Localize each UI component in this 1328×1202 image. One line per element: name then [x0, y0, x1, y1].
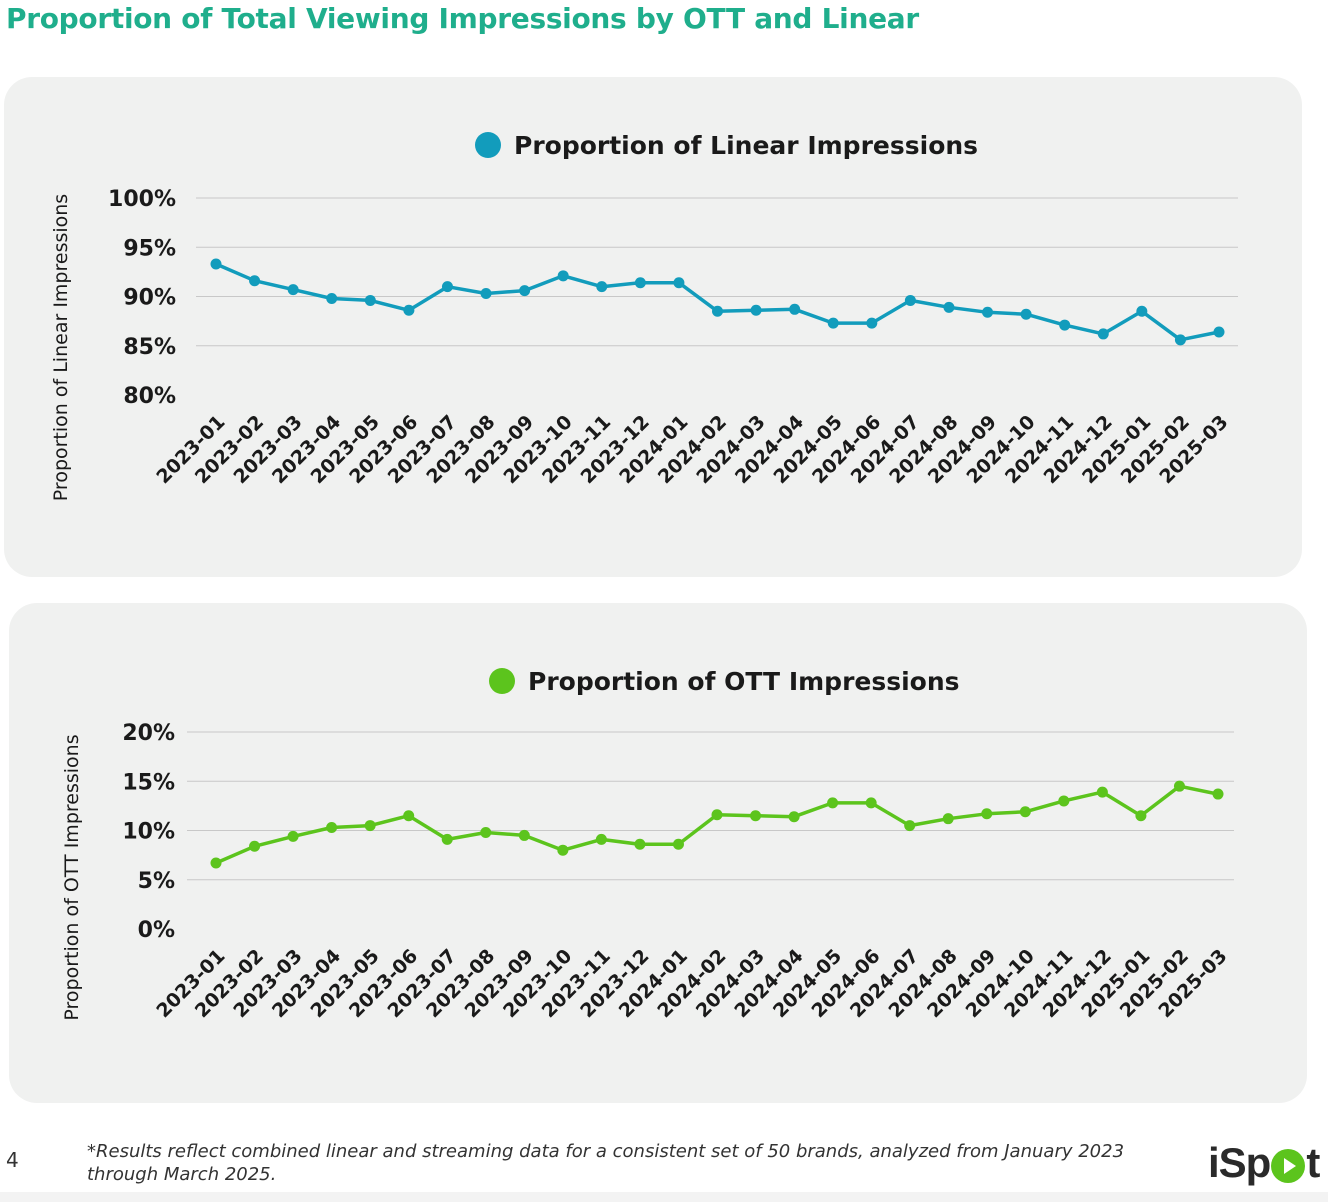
data-point: [1058, 795, 1070, 807]
y-tick-label: 15%: [122, 770, 175, 795]
linear-chart-panel: Proportion of Linear Impressions Proporti…: [4, 77, 1302, 577]
legend-marker: [489, 668, 515, 694]
data-point: [943, 301, 955, 313]
ott-chart-panel: Proportion of OTT Impressions Proportion …: [9, 603, 1307, 1103]
y-tick-label: 90%: [123, 286, 176, 311]
y-axis-title: Proportion of OTT Impressions: [61, 734, 83, 1020]
data-point: [1212, 788, 1224, 800]
data-point: [1059, 319, 1071, 331]
data-point: [441, 833, 453, 845]
page-title: Proportion of Total Viewing Impressions …: [6, 2, 919, 35]
data-point: [982, 306, 994, 318]
data-point: [364, 820, 376, 832]
y-tick-label: 85%: [123, 335, 176, 360]
legend-label: Proportion of Linear Impressions: [514, 131, 978, 160]
data-point: [595, 833, 607, 845]
data-point: [673, 277, 685, 289]
data-point: [1135, 810, 1147, 822]
data-point: [480, 288, 492, 300]
data-point: [865, 797, 877, 809]
data-point: [904, 294, 916, 306]
data-point: [403, 810, 415, 822]
data-point: [1136, 305, 1148, 317]
page-number: 4: [6, 1148, 19, 1172]
data-point: [750, 810, 762, 822]
data-point: [712, 305, 723, 317]
data-point: [557, 270, 569, 282]
ispot-logo: iSp t: [1208, 1138, 1320, 1188]
data-point: [789, 303, 801, 315]
data-point: [866, 317, 878, 329]
y-tick-label: 5%: [138, 869, 175, 894]
y-tick-label: 20%: [122, 721, 175, 746]
data-point: [326, 822, 338, 834]
y-tick-label: 95%: [123, 236, 176, 261]
logo-text-end: t: [1306, 1139, 1320, 1186]
legend-marker: [475, 132, 501, 158]
data-point: [827, 797, 839, 809]
data-point: [1173, 780, 1185, 792]
data-point: [750, 304, 762, 316]
data-point: [672, 838, 684, 850]
data-point: [1213, 326, 1225, 338]
data-point: [711, 809, 723, 821]
data-point: [480, 826, 492, 838]
logo-text-start: iSp: [1208, 1139, 1271, 1186]
data-point: [210, 857, 222, 869]
data-point: [596, 281, 608, 293]
data-point: [904, 820, 916, 832]
data-point: [557, 844, 569, 856]
linear-impressions-chart: Proportion of Linear Impressions Proporti…: [50, 131, 1238, 501]
data-point: [403, 304, 415, 316]
legend-label: Proportion of OTT Impressions: [528, 667, 960, 696]
data-point: [1096, 786, 1108, 798]
data-point: [249, 275, 261, 287]
ott-impressions-chart: Proportion of OTT Impressions Proportion …: [61, 667, 1234, 1022]
footnote: *Results reflect combined linear and str…: [87, 1141, 1125, 1185]
data-point: [788, 811, 800, 823]
data-point: [1097, 328, 1109, 340]
bottom-band: [0, 1192, 1328, 1202]
y-tick-label: 80%: [123, 384, 176, 409]
y-tick-label: 0%: [138, 918, 175, 943]
data-point: [634, 277, 646, 289]
data-point: [249, 840, 261, 852]
data-point: [287, 284, 299, 296]
y-tick-label: 100%: [108, 187, 176, 212]
data-point: [441, 281, 453, 293]
y-axis-title: Proportion of Linear Impressions: [50, 194, 72, 501]
play-circle-icon: [1271, 1149, 1306, 1183]
data-point: [287, 830, 299, 842]
data-point: [1020, 308, 1032, 320]
data-point: [518, 829, 530, 841]
data-point: [1174, 334, 1186, 346]
data-point: [519, 285, 531, 297]
data-point: [827, 317, 839, 329]
data-point: [1019, 806, 1031, 818]
data-point: [210, 258, 222, 270]
y-tick-label: 10%: [122, 820, 175, 845]
data-point: [364, 294, 376, 306]
data-point: [326, 292, 338, 304]
data-point: [942, 813, 954, 825]
data-point: [634, 838, 646, 850]
data-point: [981, 808, 993, 820]
